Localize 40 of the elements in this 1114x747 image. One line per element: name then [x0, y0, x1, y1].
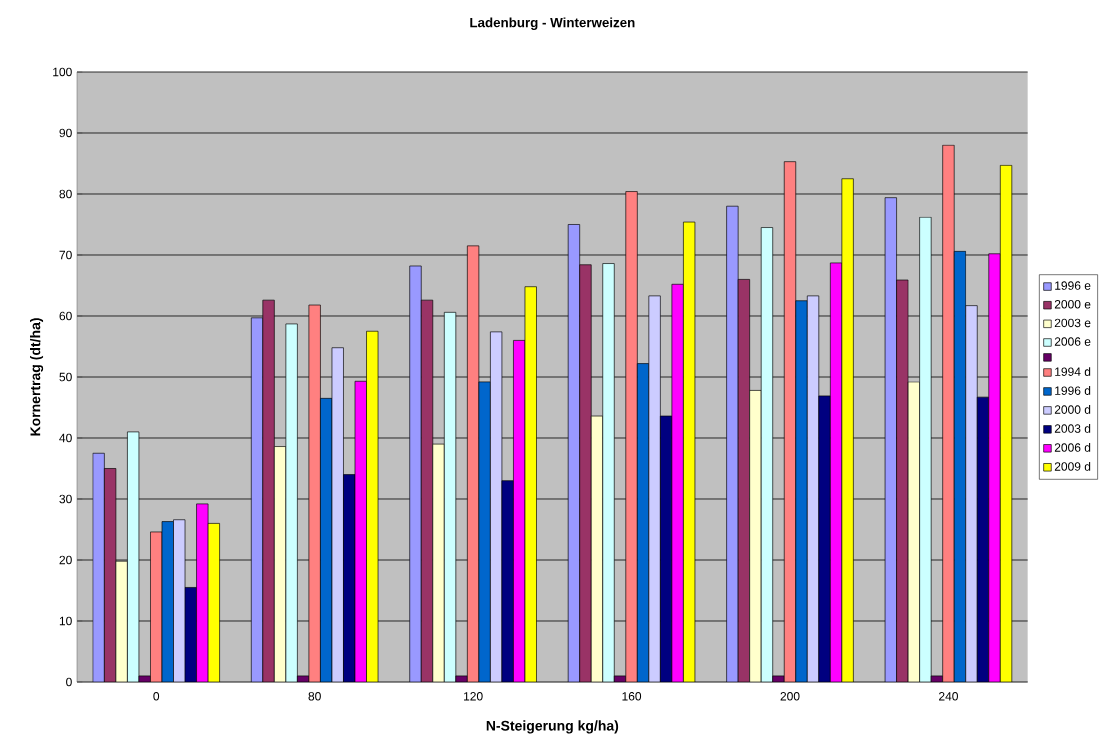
bar: [942, 144, 955, 682]
bar: [648, 295, 661, 682]
y-tick-label: 60: [59, 311, 72, 321]
y-tick-label: 70: [59, 250, 72, 260]
x-tick-label: 80: [308, 692, 321, 701]
y-tick-label: 90: [59, 128, 72, 138]
legend-label: 2009 d: [1054, 461, 1091, 471]
y-tick-label: 100: [53, 67, 72, 77]
legend-label: 2006 d: [1054, 442, 1091, 452]
legend-label: 1996 d: [1055, 386, 1091, 395]
y-tick-label: 40: [59, 433, 72, 443]
bar: [92, 452, 105, 682]
bar: [602, 263, 615, 682]
x-axis-title: N-Steigerung kg/ha): [486, 720, 619, 734]
bar: [818, 395, 831, 682]
legend-label: 2003 d: [1054, 424, 1091, 433]
legend-label: 2000 e: [1054, 300, 1091, 309]
bar: [919, 216, 932, 682]
bar: [625, 191, 638, 682]
y-tick-label: 0: [66, 677, 72, 687]
chart-title: Ladenburg - Winterweizen: [470, 17, 635, 30]
legend-label: 2006 e: [1054, 337, 1091, 346]
x-tick-label: 240: [939, 692, 958, 701]
y-tick-label: 80: [59, 189, 72, 199]
legend-label: 1994 d: [1055, 367, 1091, 376]
x-tick-label: 200: [780, 692, 800, 701]
x-tick-label: 120: [464, 692, 483, 701]
x-tick-label: 0: [153, 692, 160, 701]
x-tick-label: 160: [622, 692, 642, 701]
y-tick-label: 50: [59, 372, 72, 382]
legend-label: 2003 e: [1054, 318, 1091, 328]
bar: [795, 300, 808, 682]
bar: [409, 265, 422, 682]
y-tick-label: 30: [59, 494, 72, 504]
legend-label: 1996 e: [1055, 281, 1091, 290]
y-tick-label: 10: [59, 616, 72, 626]
y-axis-title: Kornertrag (dt/ha): [30, 318, 44, 436]
bar: [965, 305, 978, 682]
legend-label: 2000 d: [1054, 405, 1091, 414]
y-tick-label: 20: [59, 555, 72, 565]
